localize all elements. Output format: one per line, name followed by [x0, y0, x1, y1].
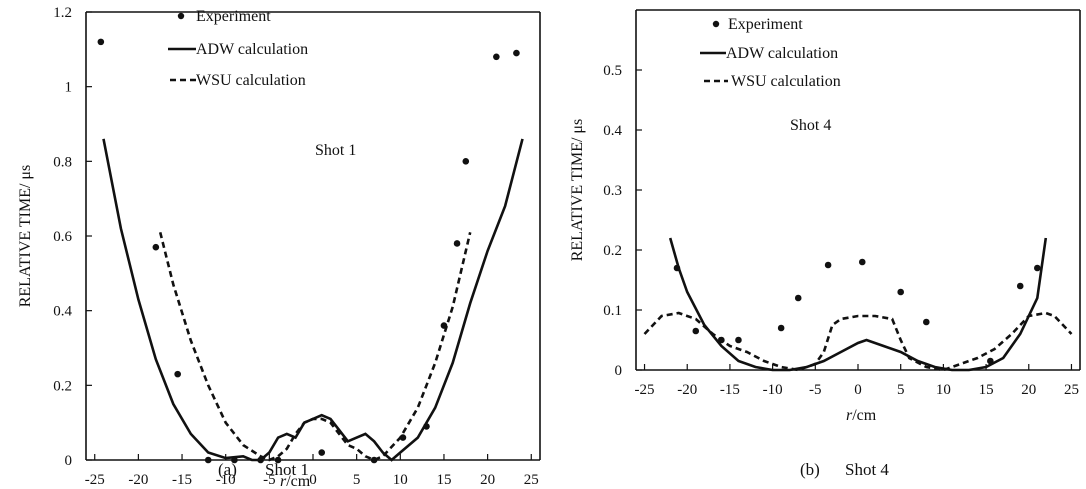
legend-label-adw: ADW calculation — [196, 41, 308, 58]
legend-label-experiment: Experiment — [196, 8, 271, 25]
y-tick-label: 1 — [65, 80, 73, 96]
ticks-group: -25 -20 -15 -10 -5 0 5 10 15 20 25 0 0.1 0.2 0.3 0.4 0.5 — [603, 63, 1079, 398]
caption-label: (b) — [800, 460, 820, 479]
experiment-point — [399, 434, 407, 441]
experiment-point — [97, 38, 105, 46]
shot-annotation: Shot 4 — [790, 117, 831, 134]
experiment-point — [493, 53, 500, 61]
experiment-point — [1034, 264, 1041, 272]
x-tick-label: 15 — [979, 382, 994, 398]
experiment-point — [513, 49, 520, 57]
x-tick-label: 20 — [480, 472, 495, 488]
experiment-point — [692, 327, 700, 335]
x-tick-label: -10 — [216, 472, 236, 488]
x-axis-title: r/cm — [280, 473, 311, 489]
legend-marker-experiment — [177, 12, 185, 20]
x-tick-label: 25 — [524, 472, 539, 488]
caption-text: Shot 1 — [265, 460, 309, 479]
x-tick-label: 0 — [309, 472, 317, 488]
y-tick-label: 0.4 — [53, 304, 72, 320]
experiment-point — [204, 456, 212, 464]
x-tick-label: -10 — [763, 382, 783, 398]
chart-panel-shot-1: -25 -20 -15 -10 -5 0 5 10 15 20 25 0 0.2 0.4 0.6 0.8 1 1.… — [17, 5, 541, 489]
x-tick-label: 0 — [854, 382, 862, 398]
experiment-point — [858, 258, 866, 266]
caption-label: (a) — [218, 460, 237, 479]
ticks-group: -25 -20 -15 -10 -5 0 5 10 15 20 25 0 0.2 0.4 0.6 0.8 1 1.… — [53, 5, 539, 488]
y-tick-label: 0.4 — [603, 123, 622, 139]
x-tick-label: -25 — [635, 382, 655, 398]
x-tick-label: 5 — [353, 472, 361, 488]
experiment-point — [777, 324, 785, 332]
x-tick-label: -20 — [677, 382, 697, 398]
x-tick-label: 15 — [436, 472, 451, 488]
y-tick-label: 0.1 — [603, 303, 622, 319]
x-axis-title: r/cm — [846, 407, 877, 424]
experiment-point — [453, 240, 461, 247]
legend: Experiment ADW calculation WSU calculati… — [168, 8, 308, 89]
y-tick-label: 0 — [615, 363, 623, 379]
x-tick-label: 10 — [936, 382, 951, 398]
chart-panel-shot-4: -25 -20 -15 -10 -5 0 5 10 15 20 25 0 0.1 0.2 0.3 0.4 0.5… — [569, 9, 1081, 479]
experiment-point — [152, 243, 160, 251]
x-tick-label: -15 — [720, 382, 740, 398]
x-tick-label: -5 — [263, 472, 276, 488]
legend-label-adw: ADW calculation — [726, 45, 838, 62]
x-tick-label: 10 — [393, 472, 408, 488]
x-tick-label: 20 — [1021, 382, 1036, 398]
adw-calculation-line — [102, 138, 524, 462]
legend-label-experiment: Experiment — [728, 16, 803, 33]
y-tick-label: 0.2 — [603, 243, 622, 259]
y-tick-label: 0.8 — [53, 154, 72, 170]
x-tick-label: -20 — [128, 472, 148, 488]
shot-annotation: Shot 1 — [315, 142, 356, 159]
legend-marker-experiment — [712, 20, 720, 28]
legend-label-wsu: WSU calculation — [196, 72, 306, 89]
wsu-calculation-line — [643, 311, 1073, 372]
series-layer — [97, 38, 524, 464]
x-tick-label: 5 — [897, 382, 905, 398]
y-tick-label: 0 — [65, 453, 73, 469]
y-tick-label: 0.3 — [603, 183, 622, 199]
experiment-point — [794, 294, 802, 302]
experiment-point — [318, 449, 326, 456]
y-tick-label: 0.6 — [53, 229, 72, 245]
x-tick-label: 25 — [1064, 382, 1079, 398]
legend-label-wsu: WSU calculation — [731, 73, 841, 90]
legend: Experiment ADW calculation WSU calculati… — [700, 16, 841, 90]
y-tick-label: 0.5 — [603, 63, 622, 79]
series-layer — [643, 237, 1073, 372]
adw-calculation-line — [668, 237, 1048, 372]
experiment-point — [897, 288, 904, 296]
y-tick-label: 1.2 — [53, 5, 72, 21]
experiment-point — [274, 456, 282, 464]
experiment-point — [174, 370, 181, 378]
experiment-point — [462, 158, 470, 165]
experiment-point — [735, 336, 742, 344]
x-tick-label: -5 — [809, 382, 822, 398]
caption-text: Shot 4 — [845, 460, 889, 479]
experiment-point — [824, 261, 832, 269]
experiment-point — [1016, 282, 1024, 290]
y-axis-title: RELATIVE TIME/ μs — [17, 165, 34, 308]
experiment-point — [923, 318, 930, 326]
y-tick-label: 0.2 — [53, 378, 72, 394]
wsu-calculation-line — [158, 231, 472, 462]
x-tick-label: -25 — [85, 472, 105, 488]
x-tick-label: -15 — [172, 472, 192, 488]
y-axis-title: RELATIVE TIME/ μs — [569, 119, 586, 262]
